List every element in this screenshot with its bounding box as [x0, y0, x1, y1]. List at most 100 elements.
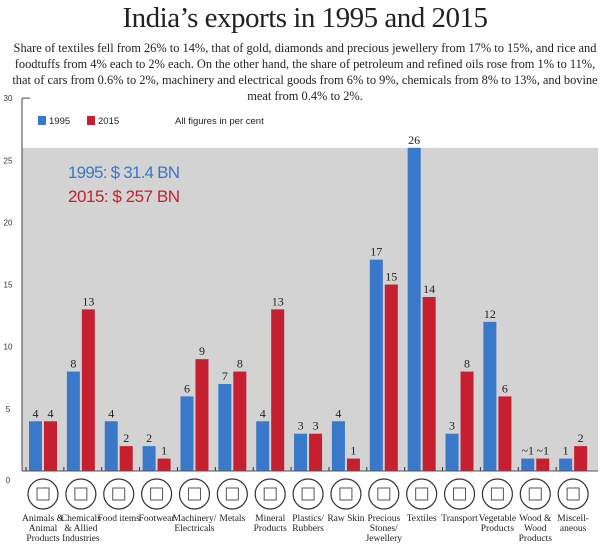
bar-2015 [498, 396, 512, 471]
category-label: Transport [441, 514, 478, 524]
chart-title: India’s exports in 1995 and 2015 [122, 2, 488, 34]
y-tick-label: 30 [4, 94, 13, 103]
bar-1995 [483, 321, 497, 471]
data-label-1995: 26 [408, 133, 420, 147]
category-label: Vegetable Products [478, 514, 517, 534]
chart-subtitle: Share of textiles fell from 26% to 14%, … [12, 41, 598, 103]
bar-2015 [233, 371, 247, 471]
bar-1995 [369, 259, 383, 471]
bar-1995 [142, 446, 156, 471]
y-tick-label: 10 [4, 343, 13, 352]
data-label-1995: 3 [449, 419, 455, 433]
hide-icon [330, 478, 362, 510]
log-icon-glyph [528, 487, 542, 501]
total-2015: 2015: $ 257 BN [68, 187, 180, 206]
data-label-1995: 2 [146, 431, 152, 445]
mine-cart-icon-glyph [263, 487, 277, 501]
bar-2015 [81, 309, 95, 471]
category-label: Plastics/ Rubbers [292, 514, 324, 534]
log-icon [519, 478, 551, 510]
data-label-1995: 12 [484, 307, 496, 321]
bar-2015 [195, 359, 209, 471]
truck-icon [443, 478, 476, 510]
box-icon-glyph [566, 487, 580, 501]
metal-sheet-icon-glyph [225, 487, 239, 501]
y-tick-label: 15 [4, 281, 13, 290]
tomato-icon-glyph [490, 487, 504, 501]
bar-1995 [104, 421, 118, 471]
chicken-icon [27, 478, 59, 510]
data-label-2015: 9 [199, 344, 205, 358]
category-label: Food items [97, 514, 140, 524]
bar-1995 [521, 458, 535, 471]
shirt-icon-glyph [415, 487, 429, 501]
bottle-icon-glyph [301, 487, 315, 501]
category-label: Chemicals & Allied Industries [60, 514, 101, 544]
data-label-1995: 1 [563, 444, 569, 458]
legend-swatch-2015 [87, 116, 95, 125]
shoe-icon-glyph [150, 487, 164, 501]
bar-2015 [422, 296, 436, 471]
data-label-1995: 3 [298, 419, 304, 433]
truck-icon-glyph [453, 487, 467, 501]
shirt-icon [406, 478, 438, 510]
category-label: Textiles [406, 514, 437, 524]
data-label-2015: 2 [123, 431, 129, 445]
data-label-2015: 8 [237, 357, 243, 371]
data-label-2015: 1 [161, 444, 167, 458]
bowl-icon [103, 478, 135, 510]
bar-1995 [180, 396, 194, 471]
bar-2015 [346, 458, 360, 471]
category-label: Precious Stones/ Jewellery [365, 514, 402, 544]
diamond-icon [368, 478, 400, 510]
bottle-icon [292, 478, 324, 510]
data-label-2015: ~1 [537, 444, 550, 458]
data-label-1995: 8 [70, 357, 76, 371]
bar-2015 [574, 446, 588, 471]
y-tick-label: 5 [6, 405, 11, 414]
data-label-2015: 13 [82, 294, 94, 308]
data-label-2015: 3 [313, 419, 319, 433]
bar-2015 [384, 284, 398, 471]
drill-icon-glyph [187, 487, 201, 501]
legend-swatch-1995 [38, 116, 46, 125]
mine-cart-icon [254, 478, 286, 510]
category-label: Animals & Animal Products [22, 514, 64, 544]
bar-2015 [44, 421, 57, 471]
flask-icon-glyph [74, 487, 88, 501]
data-label-1995: 7 [222, 369, 228, 383]
bar-1995 [66, 371, 80, 471]
bar-1995 [559, 458, 573, 471]
bowl-icon-glyph [112, 487, 126, 501]
data-label-1995: ~1 [522, 444, 535, 458]
bar-2015 [309, 433, 323, 471]
bar-2015 [271, 309, 285, 471]
bar-2015 [157, 458, 171, 471]
tomato-icon [481, 478, 513, 510]
data-label-1995: 4 [260, 406, 266, 420]
data-label-1995: 4 [335, 406, 341, 420]
y-tick-label: 20 [4, 218, 13, 227]
flask-icon [65, 478, 97, 510]
bar-1995 [218, 383, 232, 471]
metal-sheet-icon [216, 478, 248, 510]
total-1995: 1995: $ 31.4 BN [68, 163, 180, 182]
category-label: Machinery/ Electricals [172, 514, 217, 534]
category-label: Metals [219, 514, 246, 524]
data-label-2015: 8 [464, 357, 470, 371]
bar-1995 [294, 433, 308, 471]
data-label-2015: 2 [578, 431, 584, 445]
y-tick-label: 0 [6, 476, 11, 485]
bar-1995 [407, 147, 421, 471]
bar-2015 [460, 371, 474, 471]
bar-1995 [29, 421, 42, 471]
category-label: Footwear [138, 514, 175, 524]
legend-label-1995: 1995 [49, 116, 70, 127]
data-label-1995: 4 [33, 406, 39, 420]
data-label-2015: 13 [272, 294, 284, 308]
data-label-2015: 14 [423, 282, 435, 296]
legend-label-2015: 2015 [98, 116, 119, 127]
chicken-icon-glyph [36, 487, 50, 501]
diamond-icon-glyph [377, 487, 391, 501]
data-label-2015: 15 [385, 270, 397, 284]
